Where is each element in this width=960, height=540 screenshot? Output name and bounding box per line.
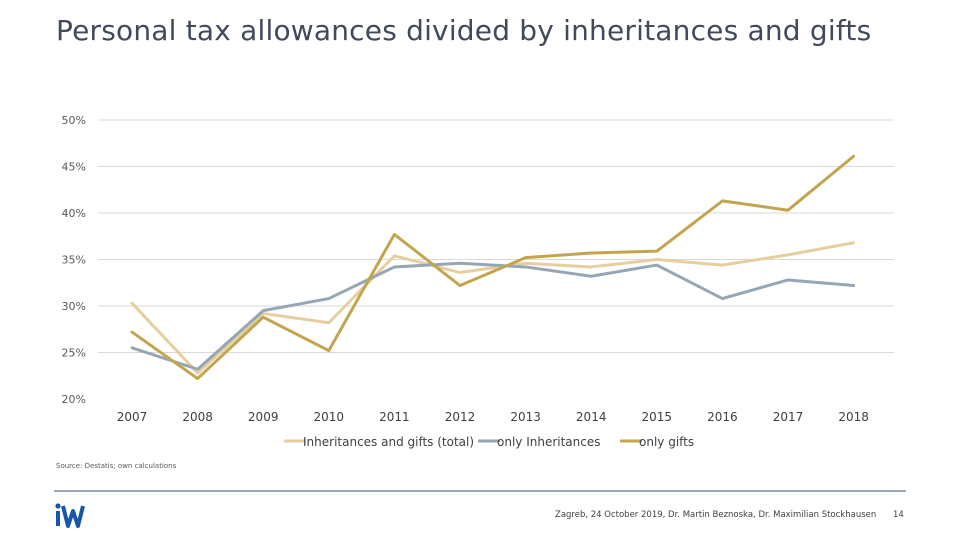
slide-title: Personal tax allowances divided by inher… [56,14,872,47]
x-tick-label: 2009 [248,410,279,424]
y-tick-label: 30% [62,300,86,313]
y-tick-label: 45% [62,161,86,174]
x-tick-label: 2018 [838,410,869,424]
chart-legend: Inheritances and gifts (total) only Inher… [284,435,694,449]
x-tick-label: 2008 [182,410,213,424]
x-tick-label: 2010 [314,410,345,424]
series-line-3 [130,154,856,381]
chart-gridlines [98,119,894,353]
series-line-2 [130,261,856,371]
y-tick-label: 50% [62,114,86,127]
legend-label-2: only Inheritances [497,435,601,449]
source-note: Source: Destatis; own calculations [56,462,177,470]
x-axis-labels: 2007 2008 2009 2010 2011 2012 2013 2014 2015 2016… [117,410,869,424]
x-tick-label: 2015 [642,410,673,424]
x-tick-label: 2014 [576,410,607,424]
legend-label-1: Inheritances and gifts (total) [303,435,474,449]
y-tick-label: 25% [62,347,86,360]
line-chart: 20%25%30%35%40%45%50% 2007 2008 2009 2010 20… [62,114,894,449]
x-tick-label: 2013 [510,410,541,424]
legend-label-3: only gifts [639,435,694,449]
footer-divider [54,490,906,492]
y-tick-label: 35% [62,254,86,267]
x-tick-label: 2012 [445,410,476,424]
x-tick-label: 2007 [117,410,148,424]
series-line-1 [130,241,856,375]
iw-logo [55,503,85,528]
y-axis-labels: 20% 25% 30% 35% 40% 45% 50% [62,114,86,406]
x-tick-label: 2016 [707,410,738,424]
x-tick-label: 2011 [379,410,410,424]
chart-series [130,154,856,381]
x-tick-label: 2017 [773,410,804,424]
y-tick-label: 20% [62,393,86,406]
page-number: 14 [893,510,904,520]
y-tick-label: 40% [62,207,86,220]
footer-credit: Zagreb, 24 October 2019, Dr. Martin Bezn… [555,510,877,520]
